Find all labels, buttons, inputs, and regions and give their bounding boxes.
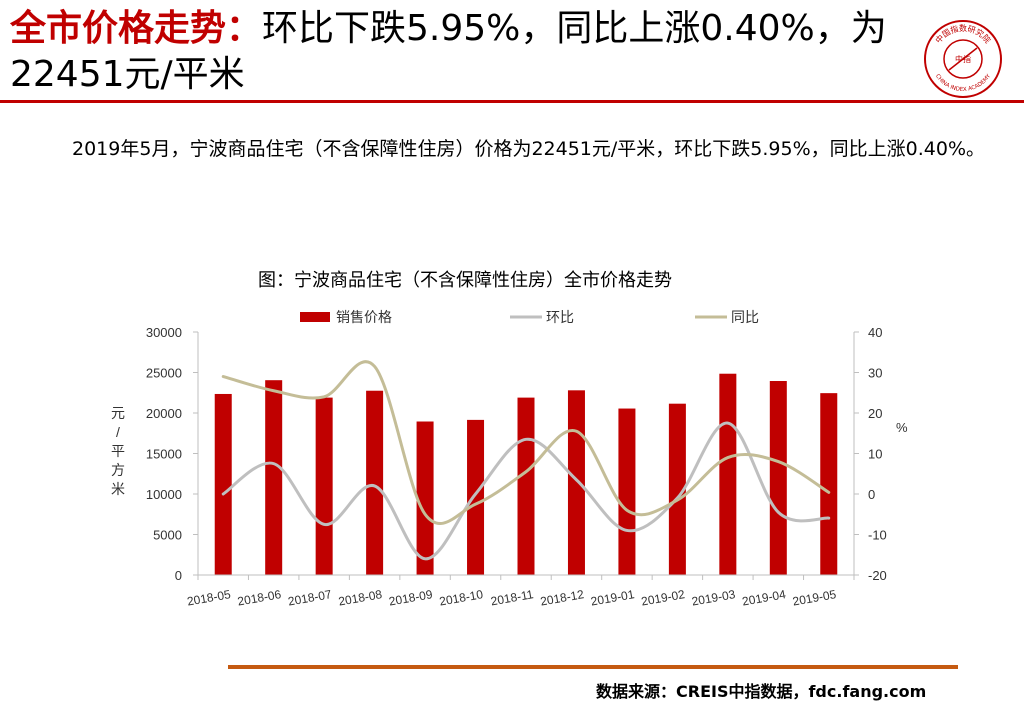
price-bar	[567, 390, 585, 575]
summary-paragraph: 2019年5月，宁波商品住宅（不含保障性住房）价格为22451元/平米，环比下跌…	[34, 130, 1004, 168]
x-tick-label: 2018-11	[490, 587, 535, 608]
y-right-tick-label: -10	[868, 528, 887, 543]
legend-label: 销售价格	[336, 309, 392, 325]
y-left-tick-label: 30000	[146, 325, 182, 340]
price-bar	[769, 381, 787, 575]
y-axis-left-label: 元 / 平方米	[111, 405, 125, 497]
x-tick-label: 2018-06	[236, 587, 282, 608]
y-axis-left-label-char: 元	[111, 405, 125, 421]
y-axis-left-label-char: /	[116, 424, 120, 440]
price-bar	[366, 390, 384, 575]
bar-series	[214, 373, 838, 575]
title-divider	[0, 100, 1024, 103]
x-tick-label: 2018-09	[388, 587, 434, 608]
y-right-tick-label: 30	[868, 366, 882, 381]
y-axis-right-label: %	[896, 420, 908, 435]
x-tick-label: 2018-12	[539, 587, 585, 608]
legend-swatch-bar	[300, 312, 330, 322]
logo-center-text: 中指	[955, 54, 971, 64]
y-axis-left-label-char: 米	[111, 481, 125, 497]
y-axis-left-label-char: 平	[111, 443, 125, 459]
price-bar	[618, 408, 636, 575]
x-tick-label: 2019-02	[640, 587, 686, 608]
legend-label: 环比	[546, 309, 574, 325]
y-left-tick-label: 25000	[146, 366, 182, 381]
line-series	[221, 360, 831, 561]
price-trend-chart: 图：宁波商品住宅（不含保障性住房）全市价格走势 销售价格 环比 同比 0 5000 10…	[90, 262, 940, 636]
x-tick-label: 2018-07	[287, 587, 333, 608]
x-tick-label: 2018-10	[438, 587, 484, 608]
price-bar	[467, 419, 485, 575]
data-source: 数据来源：CREIS中指数据，fdc.fang.com	[596, 682, 927, 701]
y-axis-left: 0 5000 10000 15000 20000 25000 30000 元 / 平方米	[111, 325, 199, 583]
y-axis-right: -20 -10 0 10 20 30 40%	[853, 325, 908, 583]
summary-text: 2019年5月，宁波商品住宅（不含保障性住房）价格为22451元/平米，环比下跌…	[72, 138, 986, 160]
price-bar	[214, 393, 232, 575]
y-left-tick-label: 10000	[146, 487, 182, 502]
price-bar	[315, 397, 333, 575]
page-title-rest: 环比下跌5.95%，同比上涨0.40%，为22451元/平米	[10, 8, 887, 95]
y-left-tick-label: 15000	[146, 447, 182, 462]
x-axis: 2018-05 2018-06 2018-07 2018-08 2018-09 2018-…	[186, 574, 855, 609]
yoy-line	[221, 360, 831, 525]
page-title-highlight: 全市价格走势：	[10, 8, 263, 49]
price-bar	[517, 397, 535, 575]
y-right-tick-label: 0	[868, 487, 875, 502]
y-right-tick-label: 40	[868, 325, 882, 340]
x-tick-label: 2019-01	[590, 587, 636, 608]
price-bar	[265, 380, 283, 575]
mom-line	[221, 421, 831, 561]
price-bar	[719, 373, 737, 575]
x-tick-label: 2018-08	[337, 587, 383, 608]
price-bar	[416, 421, 434, 575]
chart-svg: 图：宁波商品住宅（不含保障性住房）全市价格走势 销售价格 环比 同比 0 5000 10…	[111, 270, 908, 609]
china-index-academy-seal-icon: 中国指数研究院 CHINA INDEX ACADEMY 中指	[922, 18, 1004, 100]
y-left-tick-label: 20000	[146, 406, 182, 421]
price-bar	[820, 393, 838, 575]
page-title: 全市价格走势：环比下跌5.95%，同比上涨0.40%，为22451元/平米	[10, 6, 890, 98]
legend-label: 同比	[731, 309, 759, 325]
x-tick-label: 2019-03	[691, 587, 737, 608]
chart-title: 图：宁波商品住宅（不含保障性住房）全市价格走势	[258, 270, 672, 290]
x-tick-label: 2019-04	[741, 587, 787, 608]
y-axis-left-label-char: 方	[111, 462, 125, 478]
y-right-tick-label: -20	[868, 568, 887, 583]
y-right-tick-label: 10	[868, 447, 882, 462]
price-bar	[668, 403, 686, 575]
chart-legend: 销售价格 环比 同比	[300, 309, 759, 325]
bottom-divider	[228, 665, 958, 669]
y-right-tick-label: 20	[868, 406, 882, 421]
x-tick-label: 2018-05	[186, 587, 232, 608]
y-left-tick-label: 0	[175, 568, 182, 583]
y-left-tick-label: 5000	[153, 528, 182, 543]
x-tick-label: 2019-05	[791, 587, 837, 608]
